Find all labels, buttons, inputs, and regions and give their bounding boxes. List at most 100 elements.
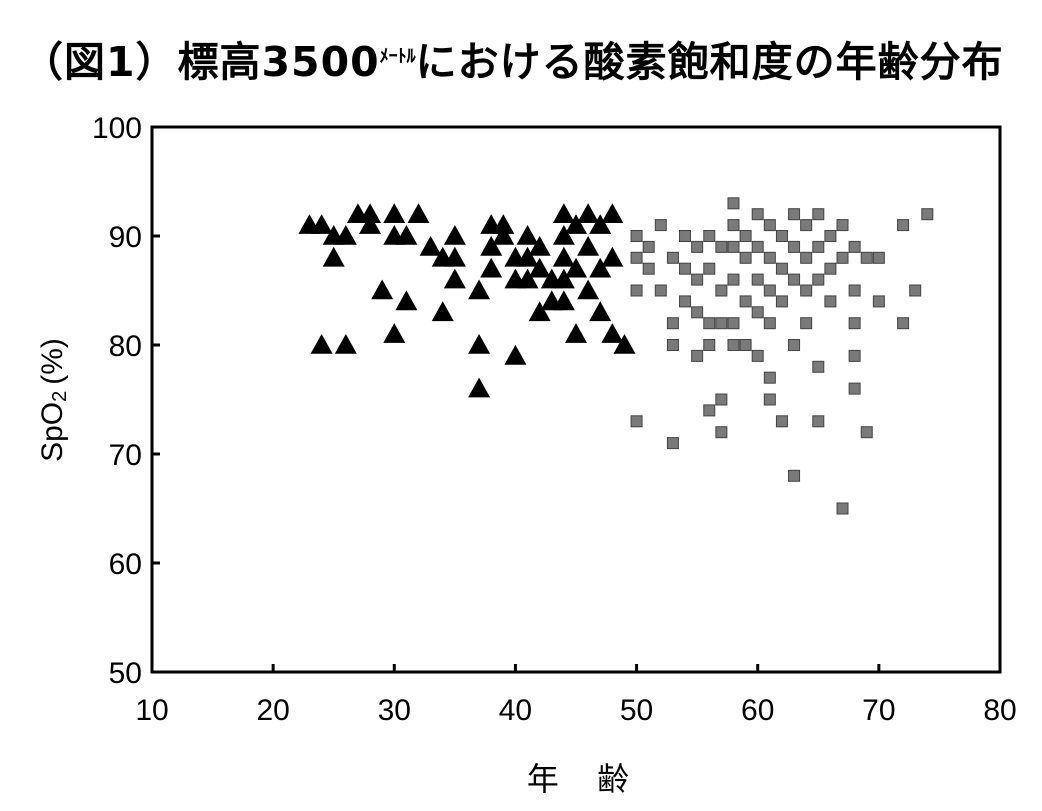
x-tick-label: 60 [741,694,774,727]
square-point [751,240,764,253]
square-point [824,262,837,275]
triangle-point [359,203,382,223]
square-point [788,339,801,351]
square-point [909,284,922,297]
x-tick-label: 70 [862,694,895,727]
square-point [751,306,764,319]
square-point [630,415,643,428]
square-point [666,437,679,450]
triangle-point [492,214,515,234]
square-point [654,284,667,297]
square-point [715,240,728,253]
square-point [800,251,813,264]
square-point [715,317,728,330]
square-point [751,208,764,221]
square-point [921,208,934,221]
triangle-point [589,301,612,322]
triangle-point [565,214,587,234]
square-point [775,262,788,275]
square-point [727,240,740,253]
square-point [836,219,849,232]
square-point [848,317,861,330]
square-point [763,371,776,384]
triangle-point [383,323,406,343]
square-point [727,317,740,330]
title-rest: における酸素飽和度の年齢分布 [415,38,1004,86]
triangle-point [371,279,394,300]
square-point [630,251,643,264]
triangle-point [565,323,587,343]
square-point [630,284,643,297]
triangle-point [528,235,551,256]
square-point [800,284,813,297]
square-point [763,317,776,330]
square-point [788,273,801,286]
square-point [691,273,704,286]
triangle-point [577,279,600,300]
square-point [775,295,788,308]
square-point [739,295,752,308]
square-point [775,415,788,428]
square-point [763,284,776,297]
square-point [666,317,679,330]
triangle-point [504,344,527,365]
triangle-point [310,334,333,354]
square-point [691,240,704,253]
triangle-point [577,235,600,256]
square-point [679,230,692,242]
square-point [691,306,704,319]
square-point [727,273,740,286]
triangle-point [552,225,575,245]
square-point [642,262,655,275]
triangle-point [480,257,503,278]
square-point [739,230,752,242]
square-point [642,240,655,253]
triangle-point [552,268,575,289]
triangle-point [552,290,575,311]
y-tick-label: 100 [92,112,142,145]
plot-area-frame [150,125,1002,674]
square-point [763,251,776,264]
title-main: 標高3500 [177,38,380,86]
square-point [872,295,885,308]
square-point [739,251,752,264]
square-point [727,197,740,210]
triangle-point [516,246,539,267]
y-axis-label: SpO2(%) [36,338,71,462]
data-points [298,197,934,515]
triangle-point [613,334,636,354]
square-point [751,273,764,286]
square-point [654,219,667,232]
square-point [848,349,861,362]
square-point [848,240,861,253]
triangle-point [516,225,539,245]
square-point [727,339,740,351]
y-tick-label: 60 [109,548,142,581]
square-point [691,349,704,362]
square-point [872,251,885,264]
x-tick-label: 20 [256,694,289,727]
square-point [679,262,692,275]
triangle-point [395,225,418,245]
square-point [848,284,861,297]
x-tick-label: 40 [499,694,532,727]
square-point [860,251,873,264]
triangle-point [480,235,503,256]
triangle-point [468,334,491,354]
triangle-point [419,235,442,256]
triangle-point [492,225,515,245]
square-point [703,339,716,351]
x-tick-label: 10 [135,694,168,727]
square-point [824,295,837,308]
triangle-point [310,214,333,234]
title-unit: ﾒｰﾄﾙ [379,46,416,67]
square-point [788,469,801,482]
triangle-point [552,203,575,223]
square-point [715,284,728,297]
square-point [679,295,692,308]
y-tick-label: 80 [109,330,142,363]
triangle-point [601,203,624,223]
square-point [775,230,788,242]
square-point [666,339,679,351]
triangle-point [577,203,600,223]
